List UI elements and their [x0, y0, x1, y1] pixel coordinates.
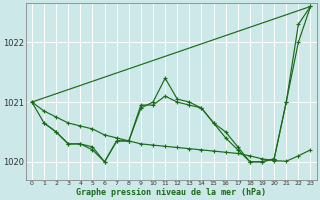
X-axis label: Graphe pression niveau de la mer (hPa): Graphe pression niveau de la mer (hPa) [76, 188, 266, 197]
